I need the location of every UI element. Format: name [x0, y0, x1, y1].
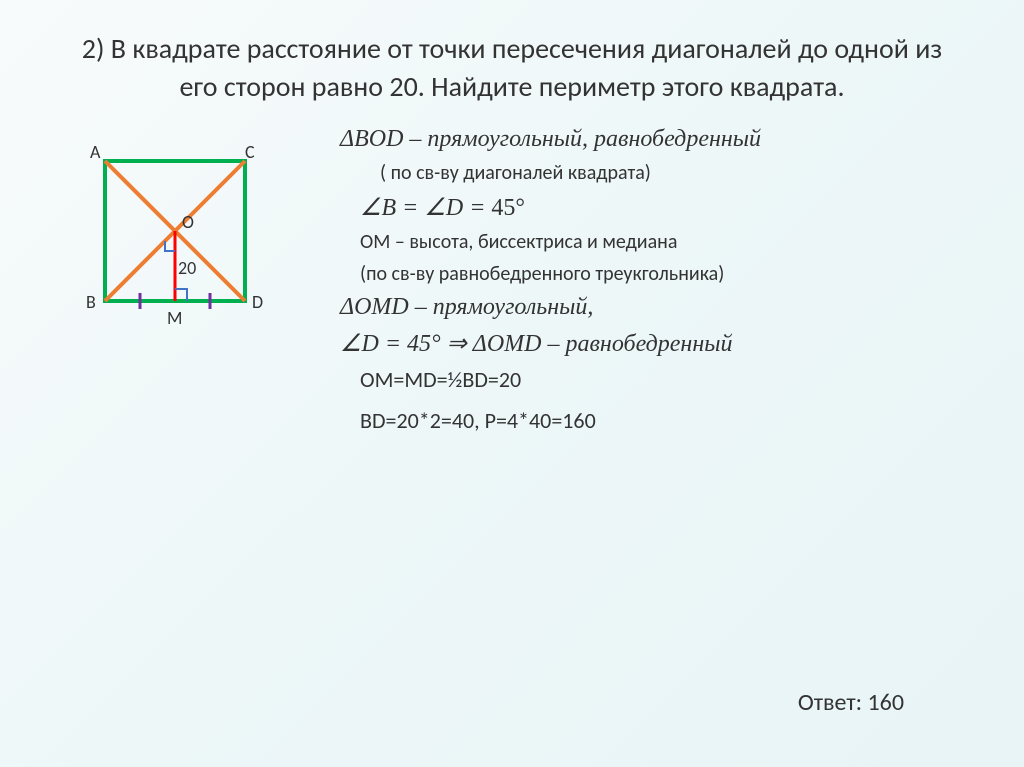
label-a: A [90, 141, 101, 163]
label-d: D [252, 291, 263, 313]
content-row: A C B D O M 20 ΔBOD – прямоугольный, рав… [0, 116, 1024, 442]
step-3a: OM – высота, биссектриса и медиана [360, 230, 1004, 254]
label-m: M [167, 307, 182, 329]
step-6: OM=MD=½BD=20 [360, 366, 1004, 393]
answer: Ответ: 160 [798, 688, 904, 717]
label-b: B [86, 291, 96, 313]
angles-bd: ∠B = ∠D = [360, 195, 491, 221]
label-o: O [182, 211, 194, 233]
problem-title: 2) В квадрате расстояние от точки пересе… [0, 0, 1024, 116]
step-7: BD=20*2=40, P=4*40=160 [360, 407, 1004, 434]
step-1-note: ( по св-ву диагоналей квадрата) [380, 161, 1004, 185]
step-2: ∠B = ∠D = 45° [360, 193, 1004, 222]
step-1: ΔBOD – прямоугольный, равнобедренный [340, 126, 1004, 153]
diagram-container: A C B D O M 20 [60, 126, 320, 442]
step-3b: (по св-ву равнобедренного треукгольника) [360, 262, 1004, 286]
step-4: ΔOMD – прямоугольный, [340, 294, 1004, 321]
label-20: 20 [178, 257, 196, 279]
step-5: ∠D = 45° ⇒ ΔOMD – равнобедренный [340, 329, 1004, 358]
square-diagram: A C B D O M 20 [60, 126, 300, 366]
angle-45: 45° [491, 195, 525, 221]
solution-block: ΔBOD – прямоугольный, равнобедренный ( п… [320, 126, 1004, 442]
label-c: C [245, 141, 255, 163]
